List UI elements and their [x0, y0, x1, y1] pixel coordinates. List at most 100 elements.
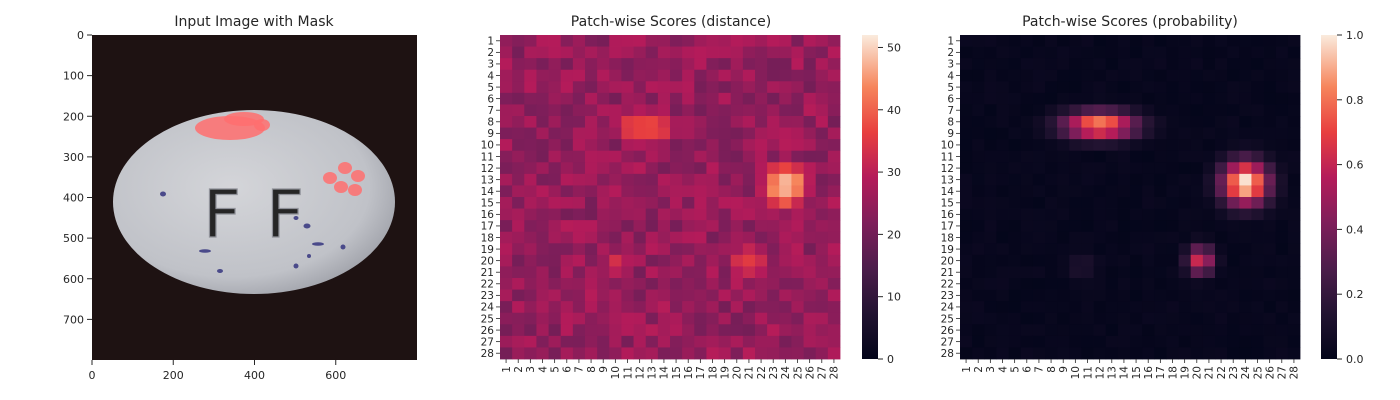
heatmap-cell [524, 231, 537, 244]
heatmap-cell [1069, 289, 1082, 302]
heatmap-cell [536, 278, 549, 290]
heatmap-cell [1008, 312, 1022, 325]
heatmap-cell [984, 220, 997, 233]
heatmap-cell [633, 162, 647, 175]
col-tick-label: 4 [537, 366, 549, 373]
heatmap-cell [1190, 289, 1204, 302]
heatmap-cell [585, 324, 598, 337]
y-tick-label: 400 [63, 192, 84, 205]
heatmap-cell [718, 162, 732, 175]
heatmap-cell [767, 69, 780, 82]
heatmap-cell [1057, 231, 1070, 244]
col-tick-label: 26 [804, 366, 816, 380]
heatmap-cell [524, 335, 537, 348]
heatmap-cell [633, 127, 647, 140]
heatmap-cell [767, 243, 780, 256]
heatmap-cell [572, 208, 586, 221]
heatmap-cell [657, 243, 671, 256]
row-tick-label: 5 [487, 82, 494, 94]
heatmap-cell [560, 139, 574, 152]
heatmap-cell [560, 312, 574, 325]
heatmap-cell [1142, 92, 1155, 105]
heatmap-cell [1081, 173, 1094, 186]
col-tick-label: 2 [973, 366, 985, 373]
heatmap-cell [779, 278, 792, 290]
heatmap-cell [609, 197, 622, 209]
probability-heatmap-axes: 1234567891011121314151617181920212223242… [941, 36, 1301, 380]
heatmap-cell [1020, 173, 1034, 186]
heatmap-cell [585, 347, 598, 360]
heatmap-cell [1093, 266, 1107, 279]
heatmap-cell [1081, 335, 1094, 348]
heatmap-cell [1275, 220, 1289, 233]
heatmap-cell [827, 69, 841, 82]
row-tick-label: 10 [941, 140, 954, 152]
heatmap-cell [1215, 92, 1228, 105]
heatmap-cell [1008, 231, 1022, 244]
row-tick-label: 11 [481, 151, 494, 163]
heatmap-cell [1117, 324, 1131, 337]
heatmap-cell [1239, 92, 1252, 105]
heatmap-cell [1032, 81, 1046, 94]
heatmap-cell [1275, 324, 1289, 337]
heatmap-cell [670, 289, 683, 302]
heatmap-cell [645, 254, 659, 267]
heatmap-cell [755, 92, 768, 105]
heatmap-cell [524, 92, 537, 105]
heatmap-cell [560, 324, 574, 337]
heatmap-cell [960, 312, 973, 325]
heatmap-cell [524, 150, 537, 163]
heatmap-cell [1081, 289, 1094, 302]
heatmap-cell [621, 58, 634, 71]
heatmap-cell [742, 104, 756, 117]
heatmap-cell [1045, 116, 1058, 128]
heatmap-cell [1263, 35, 1277, 47]
heatmap-cell [815, 35, 829, 47]
heatmap-cell [1215, 301, 1228, 314]
heatmap-cell [791, 46, 804, 59]
heatmap-cell [1166, 301, 1179, 314]
heatmap-cell [1154, 266, 1167, 279]
heatmap-cell [718, 116, 732, 128]
heatmap-cell [730, 116, 744, 128]
heatmap-cell [960, 231, 973, 244]
heatmap-cell [1142, 104, 1155, 117]
heatmap-cell [694, 347, 707, 360]
heatmap-cell [960, 254, 973, 267]
heatmap-cell [1287, 243, 1301, 256]
heatmap-cell [1130, 208, 1143, 221]
heatmap-cell [1117, 185, 1131, 198]
heatmap-cell [1093, 162, 1107, 175]
col-tick-label: 5 [1009, 366, 1021, 373]
heatmap-cell [1130, 35, 1143, 47]
heatmap-cell [657, 92, 671, 105]
heatmap-cell [536, 116, 549, 128]
heatmap-cell [1215, 335, 1228, 348]
heatmap-cell [1020, 335, 1034, 348]
row-tick-label: 20 [941, 255, 954, 267]
heatmap-cell [815, 116, 829, 128]
heatmap-cell [609, 301, 622, 314]
col-tick-label: 5 [549, 366, 561, 373]
heatmap-cell [585, 162, 598, 175]
heatmap-cell [1142, 301, 1155, 314]
heatmap-cell [670, 312, 683, 325]
row-tick-label: 17 [941, 221, 954, 233]
heatmap-cell [548, 162, 562, 175]
heatmap-cell [1045, 324, 1058, 337]
heatmap-cell [657, 81, 671, 94]
heatmap-cell [682, 116, 695, 128]
heatmap-cell [1263, 81, 1277, 94]
heatmap-cell [1263, 243, 1277, 256]
heatmap-cell [1093, 289, 1107, 302]
heatmap-cell [645, 139, 659, 152]
heatmap-cell [1057, 335, 1070, 348]
row-tick-label: 5 [947, 82, 954, 94]
row-tick-label: 26 [481, 325, 495, 337]
heatmap-cell [585, 278, 598, 290]
heatmap-cell [791, 127, 804, 140]
heatmap-cell [1202, 150, 1216, 163]
heatmap-cell [1251, 104, 1264, 117]
heatmap-cell [1142, 289, 1155, 302]
col-tick-label: 28 [1289, 366, 1301, 379]
